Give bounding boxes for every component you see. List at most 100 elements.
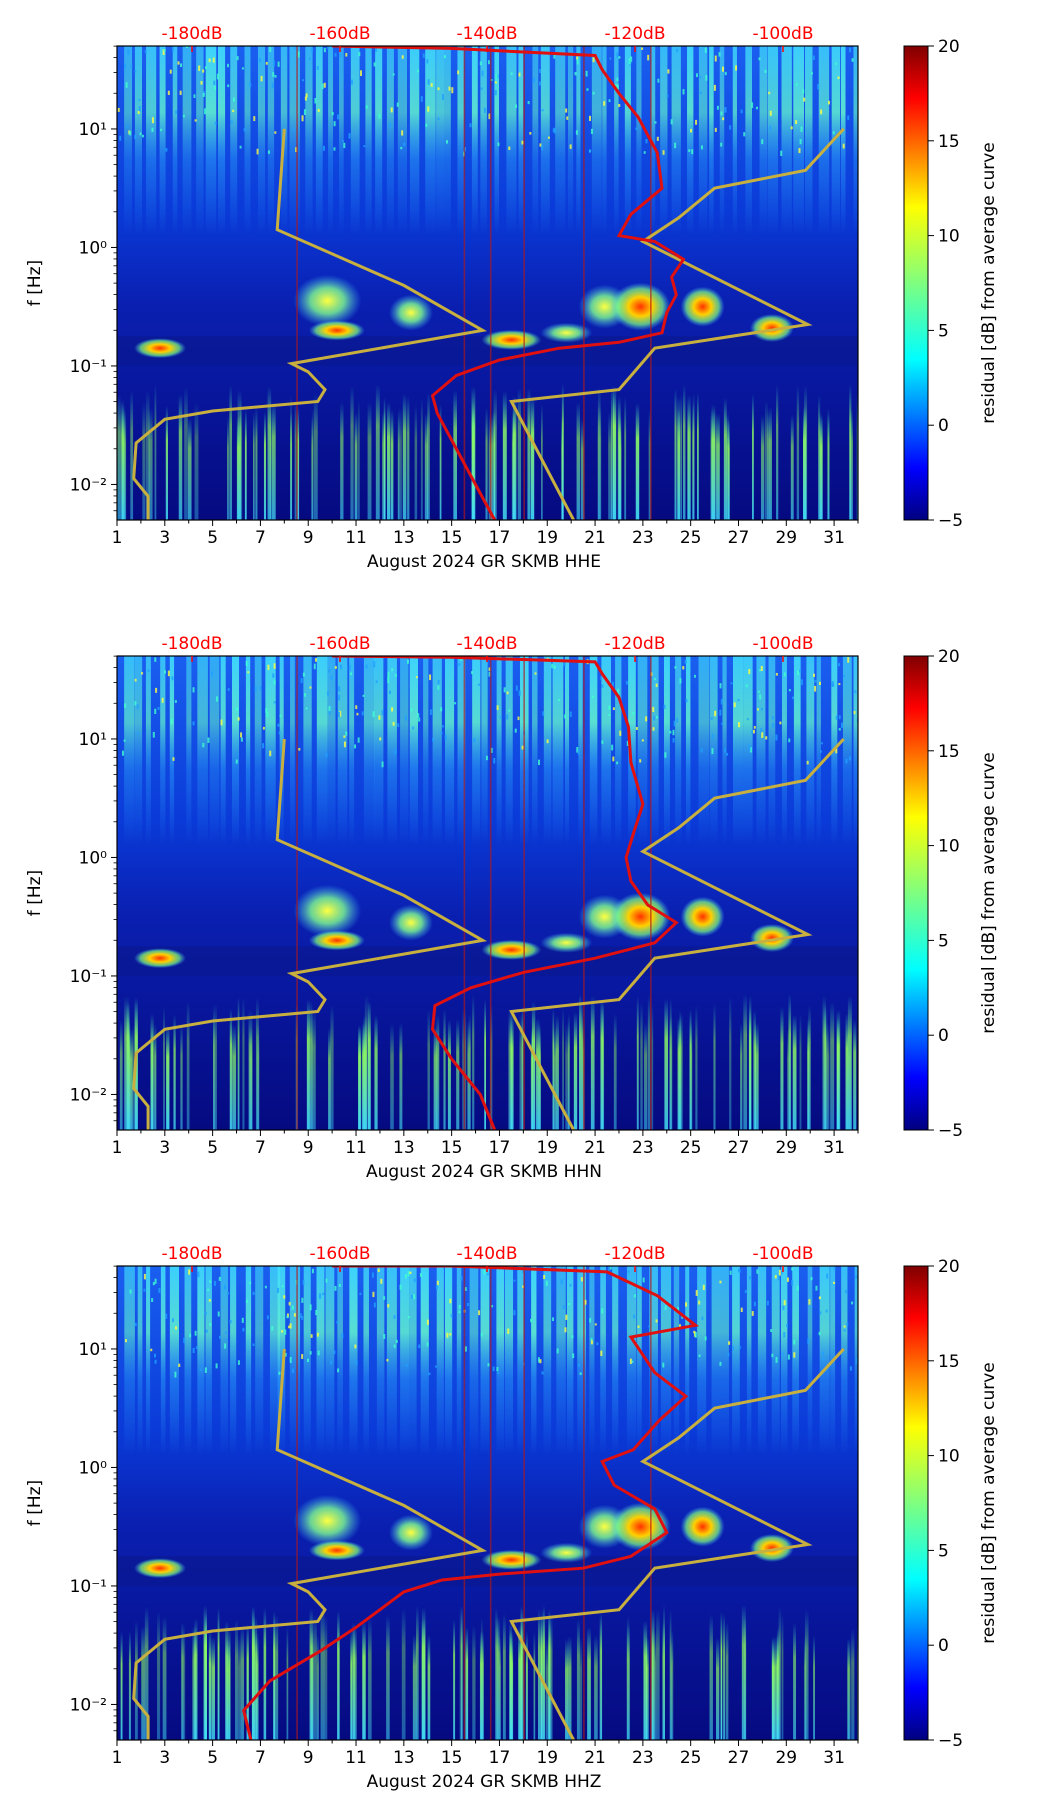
noise-speck (134, 678, 137, 682)
noise-speck (391, 668, 394, 672)
low-freq-line (183, 1624, 186, 1740)
low-freq-line (383, 397, 386, 520)
noise-speck (590, 1340, 593, 1345)
noise-speck (306, 1358, 309, 1363)
glitch-line (583, 1266, 585, 1740)
noise-speck (239, 145, 242, 149)
low-freq-line (290, 394, 292, 520)
noise-speck (564, 1327, 567, 1333)
noise-speck (377, 1268, 380, 1272)
noise-speck (426, 1319, 429, 1325)
noise-speck (647, 54, 650, 61)
day-stripe (671, 46, 681, 236)
low-freq-line (357, 400, 360, 520)
day-stripe (552, 656, 564, 846)
low-freq-line (453, 390, 457, 520)
x-tick-label: 17 (489, 528, 511, 548)
noise-speck (301, 1315, 304, 1320)
low-freq-line (472, 994, 475, 1130)
day-stripe (124, 46, 133, 236)
y-tick-label: 10⁻¹ (70, 967, 107, 987)
low-freq-line (235, 1619, 238, 1740)
y-tick-label: 10⁻¹ (70, 1577, 107, 1597)
noise-speck (310, 1334, 313, 1338)
low-freq-line (851, 1628, 855, 1740)
noise-speck (761, 139, 764, 145)
noise-speck (154, 1278, 157, 1284)
noise-speck (180, 63, 183, 68)
noise-speck (258, 58, 261, 63)
x-tick-label: 9 (303, 1138, 314, 1158)
low-freq-line (271, 401, 276, 520)
x-tick-label: 3 (159, 1138, 170, 1158)
noise-speck (450, 1314, 453, 1318)
noise-speck (693, 674, 696, 678)
day-stripe (169, 1266, 179, 1456)
x-tick-label: 27 (728, 1748, 750, 1768)
noise-speck (283, 1295, 286, 1299)
noise-speck (235, 759, 238, 764)
top-db-label: -140dB (456, 634, 517, 654)
day-stripe (146, 1266, 151, 1456)
noise-speck (690, 128, 693, 133)
noise-speck (338, 685, 341, 692)
noise-speck (612, 707, 615, 711)
noise-speck (155, 687, 158, 693)
y-axis-label: f [Hz] (25, 870, 45, 916)
noise-speck (710, 716, 713, 720)
noise-speck (298, 747, 301, 751)
noise-speck (632, 712, 635, 716)
noise-speck (309, 1351, 312, 1355)
low-freq-line (253, 411, 255, 520)
y-tick-label: 10⁻² (70, 475, 107, 495)
day-stripe (600, 1266, 606, 1456)
y-tick-label: 10⁰ (79, 1458, 108, 1478)
low-freq-line (124, 996, 128, 1130)
low-freq-line (180, 1023, 183, 1130)
low-freq-line (636, 996, 639, 1130)
low-freq-line (830, 1001, 835, 1130)
low-freq-line (580, 418, 585, 520)
noise-speck (460, 658, 463, 661)
low-freq-line (643, 1620, 648, 1740)
noise-speck (245, 661, 248, 666)
noise-speck (849, 47, 852, 53)
colorbar-3: 20 15 10 5 0 −5 residual [dB] from average cur… (903, 1257, 999, 1751)
noise-speck (363, 145, 366, 148)
low-freq-line (255, 406, 258, 520)
noise-speck (616, 77, 619, 82)
noise-speck (760, 708, 763, 711)
noise-speck (740, 109, 743, 114)
noise-speck (328, 669, 331, 673)
day-stripe (134, 46, 143, 236)
low-freq-line (337, 1610, 340, 1740)
noise-speck (325, 1278, 328, 1283)
day-stripe (564, 656, 570, 846)
noise-speck (359, 70, 362, 77)
noise-speck (380, 1278, 383, 1284)
noise-speck (695, 1290, 698, 1296)
noise-speck (737, 1268, 740, 1273)
day-stripe (793, 46, 805, 236)
x-axis-label: August 2024 GR SKMB HHZ (367, 1772, 602, 1792)
noise-speck (428, 1372, 431, 1376)
day-stripe (576, 46, 581, 236)
noise-speck (208, 58, 211, 63)
low-freq-line (439, 404, 442, 520)
noise-speck (403, 142, 406, 147)
noise-speck (756, 1269, 759, 1274)
noise-speck (387, 677, 390, 683)
low-freq-line (485, 407, 488, 520)
noise-speck (389, 122, 392, 129)
day-stripe (792, 1266, 799, 1456)
noise-speck (759, 669, 762, 672)
noise-speck (806, 760, 809, 765)
low-freq-line (803, 1635, 807, 1740)
low-freq-line (716, 413, 720, 520)
day-stripe (767, 46, 779, 236)
low-freq-line (311, 408, 314, 520)
noise-speck (151, 1298, 154, 1302)
noise-speck (302, 672, 305, 677)
x-tick-label: 3 (159, 528, 170, 548)
y-tick-label: 10⁰ (79, 848, 108, 868)
